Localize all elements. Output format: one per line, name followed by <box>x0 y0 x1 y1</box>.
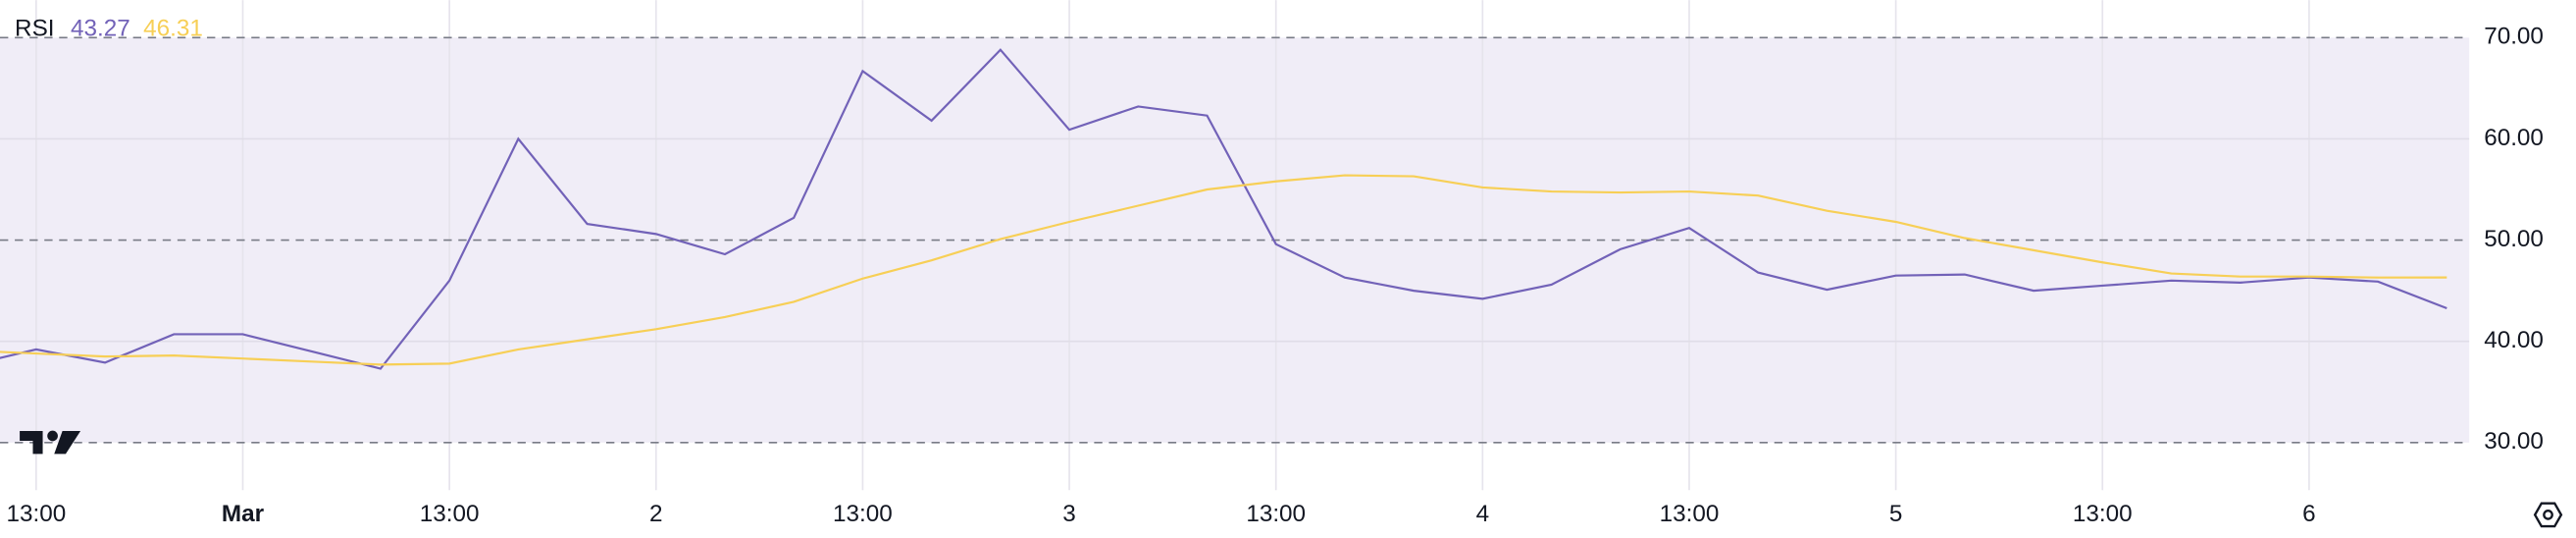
x-tick-label: 13:00 <box>1246 501 1306 527</box>
tradingview-logo <box>20 430 81 455</box>
y-tick-label: 50.00 <box>2484 226 2544 252</box>
legend-value: 46.31 <box>143 16 203 42</box>
x-tick-label: 13:00 <box>2073 501 2133 527</box>
settings-icon[interactable] <box>2533 502 2563 528</box>
x-tick-label: 2 <box>649 501 663 527</box>
x-tick-label: 6 <box>2302 501 2316 527</box>
rsi-line <box>0 174 2447 366</box>
x-tick-label: 5 <box>1889 501 1902 527</box>
y-tick-label: 30.00 <box>2484 428 2544 455</box>
x-tick-label: 13:00 <box>420 501 480 527</box>
x-tick-label: Mar <box>222 501 265 527</box>
y-tick-label: 60.00 <box>2484 125 2544 151</box>
x-tick-label: 13:00 <box>833 501 893 527</box>
indicator-name: RSI <box>15 16 54 42</box>
y-tick-label: 40.00 <box>2484 327 2544 353</box>
x-tick-label: 4 <box>1476 501 1489 527</box>
grid <box>0 0 2470 491</box>
x-tick-label: 3 <box>1062 501 1076 527</box>
legend-value: 43.27 <box>71 16 130 42</box>
x-tick-label: 13:00 <box>1660 501 1720 527</box>
rsi-line <box>0 48 2447 370</box>
y-tick-label: 70.00 <box>2484 24 2544 50</box>
x-tick-label: 13:00 <box>6 501 66 527</box>
series-lines <box>0 48 2447 370</box>
labels: 13:00 Mar 13:00 2 13:00 3 13:00 4 13:00 5 13:00 6 30… <box>6 24 2543 527</box>
